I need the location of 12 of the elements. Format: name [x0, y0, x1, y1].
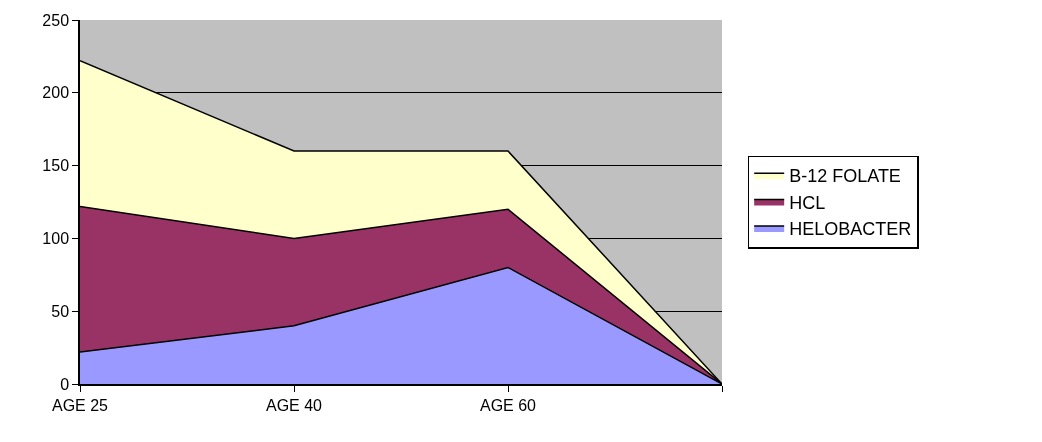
y-tick-label: 100 [42, 230, 70, 247]
x-tick-label: AGE 60 [479, 396, 537, 414]
legend-label: HELOBACTER [789, 219, 912, 240]
y-tick-label: 150 [42, 157, 70, 175]
y-tick-label: 0 [60, 375, 70, 393]
x-tick-label: AGE 40 [265, 396, 323, 414]
legend-label: HCL [789, 192, 826, 213]
legend-label: B-12 FOLATE [789, 166, 901, 187]
y-tick-label: 250 [42, 11, 70, 29]
y-tick-label: 50 [51, 302, 70, 320]
y-tick-label: 200 [42, 84, 70, 102]
x-tick-label: AGE 25 [51, 396, 109, 414]
